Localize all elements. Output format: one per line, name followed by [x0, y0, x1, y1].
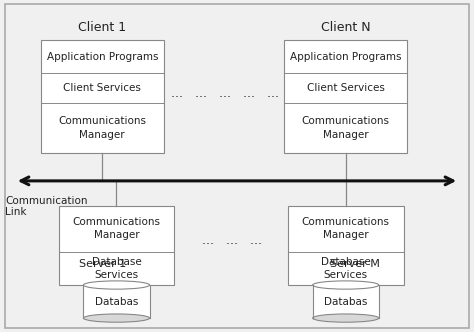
Text: Client N: Client N: [321, 21, 371, 34]
Bar: [313, 285, 379, 318]
Text: Application Programs: Application Programs: [290, 52, 401, 62]
Text: Databas: Databas: [95, 296, 138, 306]
Text: Database
Services: Database Services: [321, 257, 371, 280]
Text: Client 1: Client 1: [78, 21, 127, 34]
Text: Communications
Manager: Communications Manager: [301, 117, 390, 139]
Bar: [59, 206, 174, 285]
Text: Client Services: Client Services: [64, 83, 141, 93]
Text: Application Programs: Application Programs: [46, 52, 158, 62]
Text: ...   ...   ...: ... ... ...: [202, 234, 262, 247]
Text: Server 1: Server 1: [79, 259, 126, 269]
Ellipse shape: [313, 281, 379, 289]
Text: Database
Services: Database Services: [91, 257, 141, 280]
Text: Server M: Server M: [330, 259, 380, 269]
Text: Databas: Databas: [324, 296, 367, 306]
Bar: [83, 285, 150, 318]
Text: Communication
Link: Communication Link: [5, 196, 88, 217]
Ellipse shape: [83, 314, 150, 322]
Ellipse shape: [313, 314, 379, 322]
Ellipse shape: [83, 281, 150, 289]
Bar: [41, 41, 164, 153]
Bar: [284, 41, 407, 153]
Text: Communications
Manager: Communications Manager: [58, 117, 146, 139]
Text: Client Services: Client Services: [307, 83, 384, 93]
Text: ...   ...   ...   ...   ...: ... ... ... ... ...: [171, 87, 279, 100]
Text: Communications
Manager: Communications Manager: [301, 217, 390, 240]
Text: Communications
Manager: Communications Manager: [73, 217, 161, 240]
Bar: [288, 206, 403, 285]
